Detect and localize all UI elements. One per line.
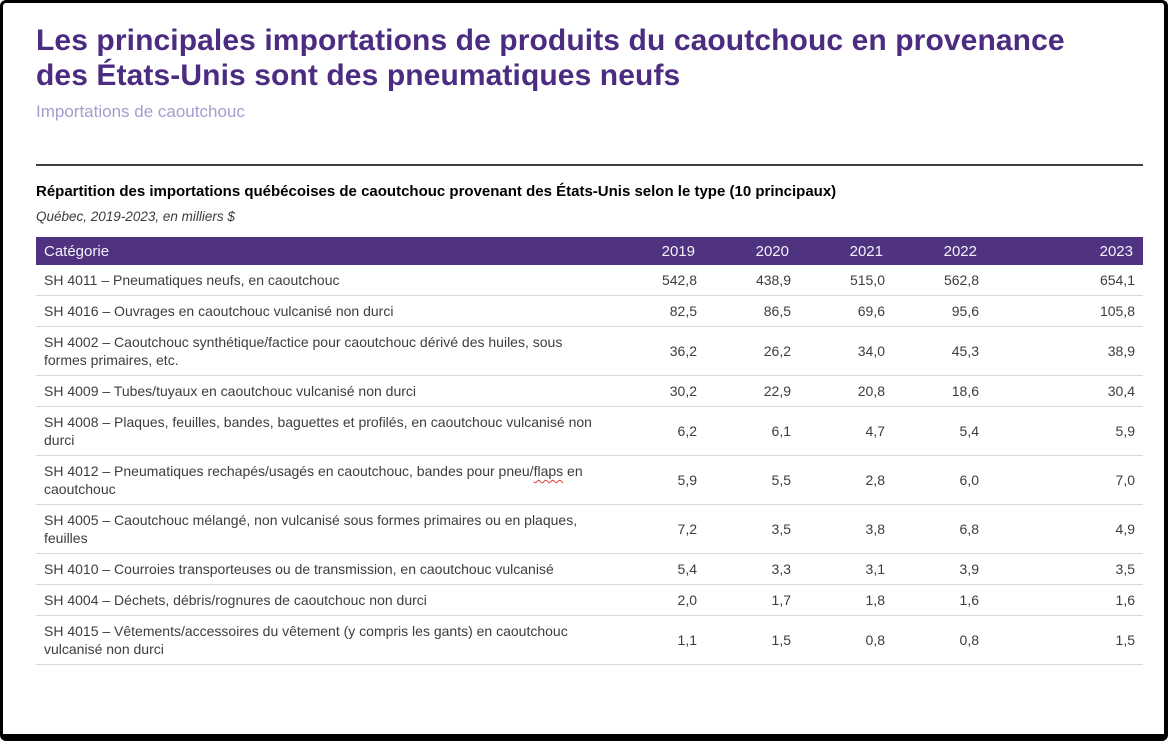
table-row: SH 4002 – Caoutchouc synthétique/factice… [36,326,1143,376]
table-row: SH 4009 – Tubes/tuyaux en caoutchouc vul… [36,375,1143,407]
value-cell: 1,6 [893,584,987,616]
table-row: SH 4012 – Pneumatiques rechapés/usagés e… [36,455,1143,505]
column-header-2023: 2023 [987,237,1143,265]
table-row: SH 4015 – Vêtements/accessoires du vêtem… [36,615,1143,665]
value-cell: 3,5 [987,553,1143,585]
table-row: SH 4016 – Ouvrages en caoutchouc vulcani… [36,295,1143,327]
value-cell: 95,6 [893,295,987,327]
table-section: Répartition des importations québécoises… [36,183,1143,665]
value-cell: 7,2 [611,504,705,554]
value-cell: 1,1 [611,615,705,665]
column-header-2022: 2022 [893,237,987,265]
value-cell: 34,0 [799,326,893,376]
page-title: Les principales importations de produits… [36,24,1065,92]
table-header: Catégorie 2019 2020 2021 2022 2023 [36,237,1143,265]
value-cell: 1,5 [705,615,799,665]
value-cell: 4,9 [987,504,1143,554]
table-row: SH 4005 – Caoutchouc mélangé, non vulcan… [36,504,1143,554]
value-cell: 2,0 [611,584,705,616]
value-cell: 5,9 [611,455,705,505]
value-cell: 26,2 [705,326,799,376]
value-cell: 30,4 [987,375,1143,407]
table-body: SH 4011 – Pneumatiques neufs, en caoutch… [36,265,1143,665]
category-cell: SH 4016 – Ouvrages en caoutchouc vulcani… [36,295,611,327]
value-cell: 3,5 [705,504,799,554]
value-cell: 105,8 [987,295,1143,327]
value-cell: 3,1 [799,553,893,585]
value-cell: 69,6 [799,295,893,327]
value-cell: 20,8 [799,375,893,407]
value-cell: 542,8 [611,265,705,296]
value-cell: 1,6 [987,584,1143,616]
value-cell: 45,3 [893,326,987,376]
column-header-2021: 2021 [799,237,893,265]
page-content: Les principales importations de produits… [3,3,1164,665]
category-cell: SH 4004 – Déchets, débris/rognures de ca… [36,584,611,616]
value-cell: 82,5 [611,295,705,327]
value-cell: 86,5 [705,295,799,327]
value-cell: 6,2 [611,406,705,456]
page-subtitle: Importations de caoutchouc [36,102,245,121]
category-cell: SH 4009 – Tubes/tuyaux en caoutchouc vul… [36,375,611,407]
category-cell: SH 4005 – Caoutchouc mélangé, non vulcan… [36,504,611,554]
value-cell: 5,9 [987,406,1143,456]
value-cell: 36,2 [611,326,705,376]
category-cell: SH 4010 – Courroies transporteuses ou de… [36,553,611,585]
value-cell: 4,7 [799,406,893,456]
category-cell: SH 4015 – Vêtements/accessoires du vêtem… [36,615,611,665]
value-cell: 1,5 [987,615,1143,665]
table-row: SH 4004 – Déchets, débris/rognures de ca… [36,584,1143,616]
value-cell: 5,4 [611,553,705,585]
header-row: Catégorie 2019 2020 2021 2022 2023 [36,237,1143,265]
value-cell: 0,8 [799,615,893,665]
value-cell: 438,9 [705,265,799,296]
value-cell: 654,1 [987,265,1143,296]
value-cell: 3,8 [799,504,893,554]
value-cell: 5,4 [893,406,987,456]
table-row: SH 4011 – Pneumatiques neufs, en caoutch… [36,265,1143,296]
separator-line [36,164,1143,166]
category-cell: SH 4008 – Plaques, feuilles, bandes, bag… [36,406,611,456]
value-cell: 38,9 [987,326,1143,376]
value-cell: 5,5 [705,455,799,505]
value-cell: 3,9 [893,553,987,585]
column-header-category: Catégorie [36,237,611,265]
value-cell: 3,3 [705,553,799,585]
imports-table: Catégorie 2019 2020 2021 2022 2023 SH 40… [36,237,1143,665]
value-cell: 6,1 [705,406,799,456]
value-cell: 2,8 [799,455,893,505]
page-header: Les principales importations de produits… [36,23,1136,122]
value-cell: 6,0 [893,455,987,505]
table-note: Québec, 2019-2023, en milliers $ [36,209,235,224]
table-row: SH 4010 – Courroies transporteuses ou de… [36,553,1143,585]
value-cell: 0,8 [893,615,987,665]
column-header-2019: 2019 [611,237,705,265]
value-cell: 30,2 [611,375,705,407]
value-cell: 7,0 [987,455,1143,505]
column-header-2020: 2020 [705,237,799,265]
table-title: Répartition des importations québécoises… [36,183,837,200]
category-cell: SH 4011 – Pneumatiques neufs, en caoutch… [36,265,611,296]
value-cell: 1,8 [799,584,893,616]
value-cell: 22,9 [705,375,799,407]
value-cell: 6,8 [893,504,987,554]
category-cell: SH 4002 – Caoutchouc synthétique/factice… [36,326,611,376]
table-row: SH 4008 – Plaques, feuilles, bandes, bag… [36,406,1143,456]
value-cell: 18,6 [893,375,987,407]
value-cell: 562,8 [893,265,987,296]
value-cell: 515,0 [799,265,893,296]
spellcheck-underline: flaps [533,463,564,479]
value-cell: 1,7 [705,584,799,616]
category-cell: SH 4012 – Pneumatiques rechapés/usagés e… [36,455,611,505]
